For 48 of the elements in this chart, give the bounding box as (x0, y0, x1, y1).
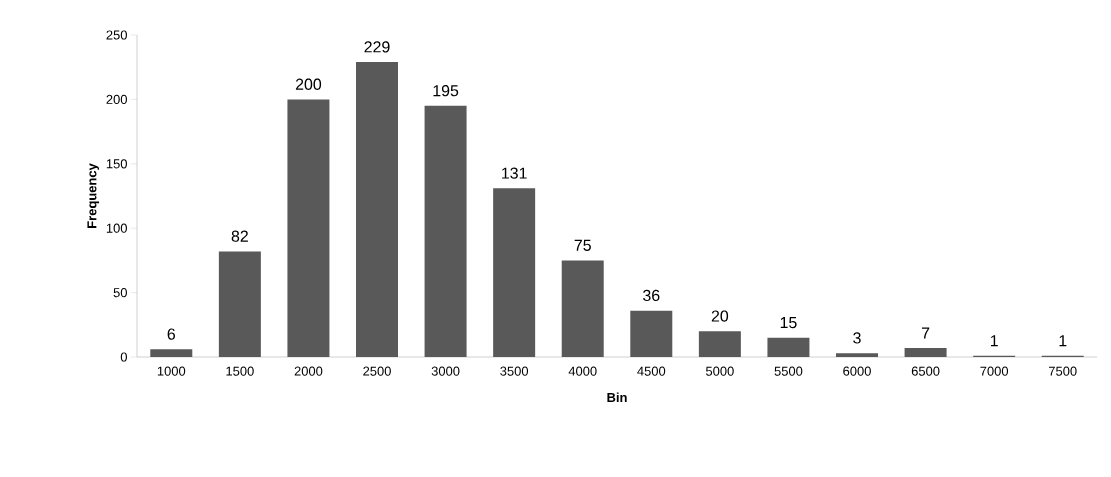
y-axis-title: Frequency (87, 163, 100, 228)
x-tick-label: 4500 (637, 366, 666, 376)
x-axis-title: Bin (607, 392, 627, 402)
y-tick-label: 0 (120, 352, 127, 362)
x-tick-label: 5000 (705, 366, 734, 376)
data-label: 200 (295, 78, 322, 90)
data-label: 82 (231, 230, 248, 242)
bar (356, 62, 398, 357)
data-label: 6 (167, 328, 176, 340)
data-label: 7 (921, 327, 930, 339)
x-tick-label: 1000 (157, 366, 186, 376)
data-label: 3 (853, 332, 861, 344)
data-label: 20 (711, 310, 729, 322)
bar (493, 188, 536, 357)
data-label: 1 (990, 335, 998, 347)
x-tick-label: 7500 (1048, 366, 1077, 376)
bar (904, 347, 947, 357)
x-tick-label: 6000 (843, 366, 871, 376)
bar (287, 99, 330, 357)
y-tick-label: 200 (106, 94, 127, 104)
data-label: 15 (780, 317, 797, 329)
data-label: 1 (1059, 335, 1067, 347)
data-label: 131 (502, 167, 527, 179)
y-tick-label: 50 (113, 288, 127, 298)
bar (218, 251, 261, 357)
x-tick-label: 6500 (911, 366, 940, 376)
x-tick-label: 3000 (431, 366, 460, 376)
bar (630, 310, 673, 357)
bar (836, 353, 879, 357)
x-tick-label: 3500 (500, 366, 529, 376)
y-tick-label: 100 (106, 223, 127, 233)
x-tick-label: 7000 (980, 366, 1009, 376)
data-label: 75 (574, 239, 591, 251)
x-tick-label: 2500 (363, 366, 391, 376)
x-tick-label: 2000 (294, 366, 323, 376)
data-label: 195 (433, 85, 459, 97)
data-label: 36 (643, 289, 660, 302)
data-label: 229 (364, 41, 390, 53)
bar (767, 337, 810, 357)
y-tick-label: 250 (106, 30, 127, 40)
bar (561, 260, 604, 357)
bar (150, 349, 193, 357)
x-tick-label: 1500 (226, 366, 254, 376)
x-tick-label: 5500 (774, 366, 803, 376)
bar (698, 331, 741, 357)
x-tick-label: 4000 (568, 366, 597, 376)
y-tick-label: 150 (106, 159, 127, 169)
bar (424, 105, 467, 357)
